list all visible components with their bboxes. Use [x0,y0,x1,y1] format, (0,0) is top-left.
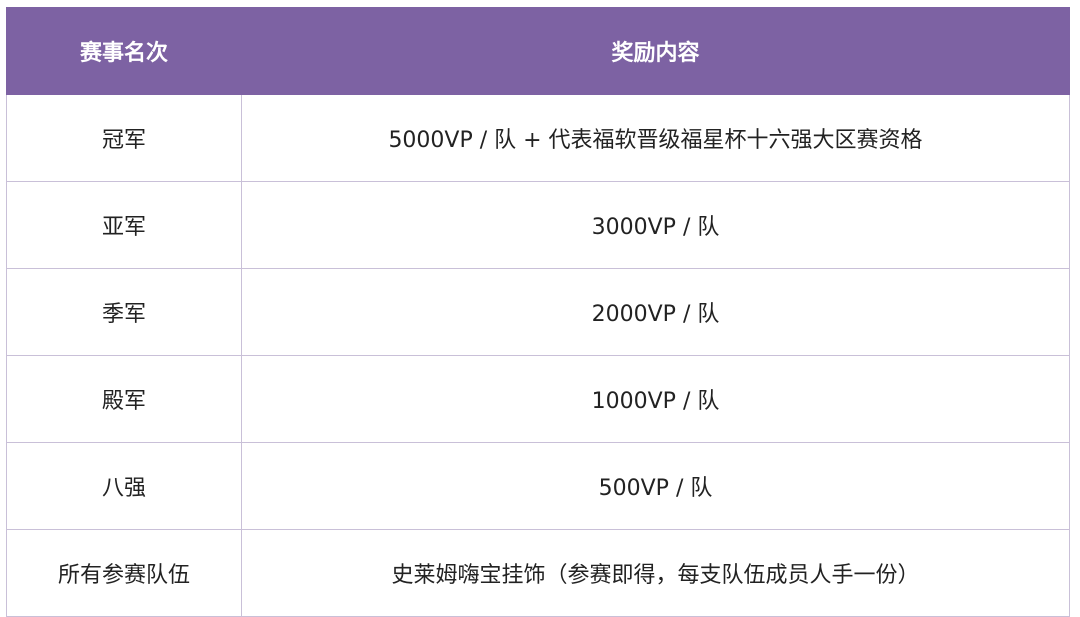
reward-table: 赛事名次 奖励内容 冠军 5000VP / 队 + 代表福软晋级福星杯十六强大区赛资… [6,7,1070,617]
rank-cell: 八强 [6,442,242,530]
rank-cell: 殿军 [6,355,242,443]
table-row: 亚军 3000VP / 队 [6,181,1070,269]
rank-cell: 冠军 [6,94,242,182]
reward-cell: 500VP / 队 [241,442,1070,530]
table-row: 冠军 5000VP / 队 + 代表福软晋级福星杯十六强大区赛资格 [6,94,1070,182]
header-cell: 奖励内容 [241,7,1070,95]
table-row: 季军 2000VP / 队 [6,268,1070,356]
reward-cell: 2000VP / 队 [241,268,1070,356]
table-row: 八强 500VP / 队 [6,442,1070,530]
rank-cell: 所有参赛队伍 [6,529,242,617]
rank-cell: 亚军 [6,181,242,269]
table-body: 冠军 5000VP / 队 + 代表福软晋级福星杯十六强大区赛资格 亚军 3000VP… [6,94,1070,617]
reward-cell: 5000VP / 队 + 代表福软晋级福星杯十六强大区赛资格 [241,94,1070,182]
table-row: 殿军 1000VP / 队 [6,355,1070,443]
header-cell: 赛事名次 [6,7,242,95]
reward-cell: 1000VP / 队 [241,355,1070,443]
table-row: 所有参赛队伍 史莱姆嗨宝挂饰（参赛即得，每支队伍成员人手一份） [6,529,1070,617]
header-row: 赛事名次 奖励内容 [6,7,1070,95]
rank-cell: 季军 [6,268,242,356]
reward-cell: 史莱姆嗨宝挂饰（参赛即得，每支队伍成员人手一份） [241,529,1070,617]
reward-cell: 3000VP / 队 [241,181,1070,269]
